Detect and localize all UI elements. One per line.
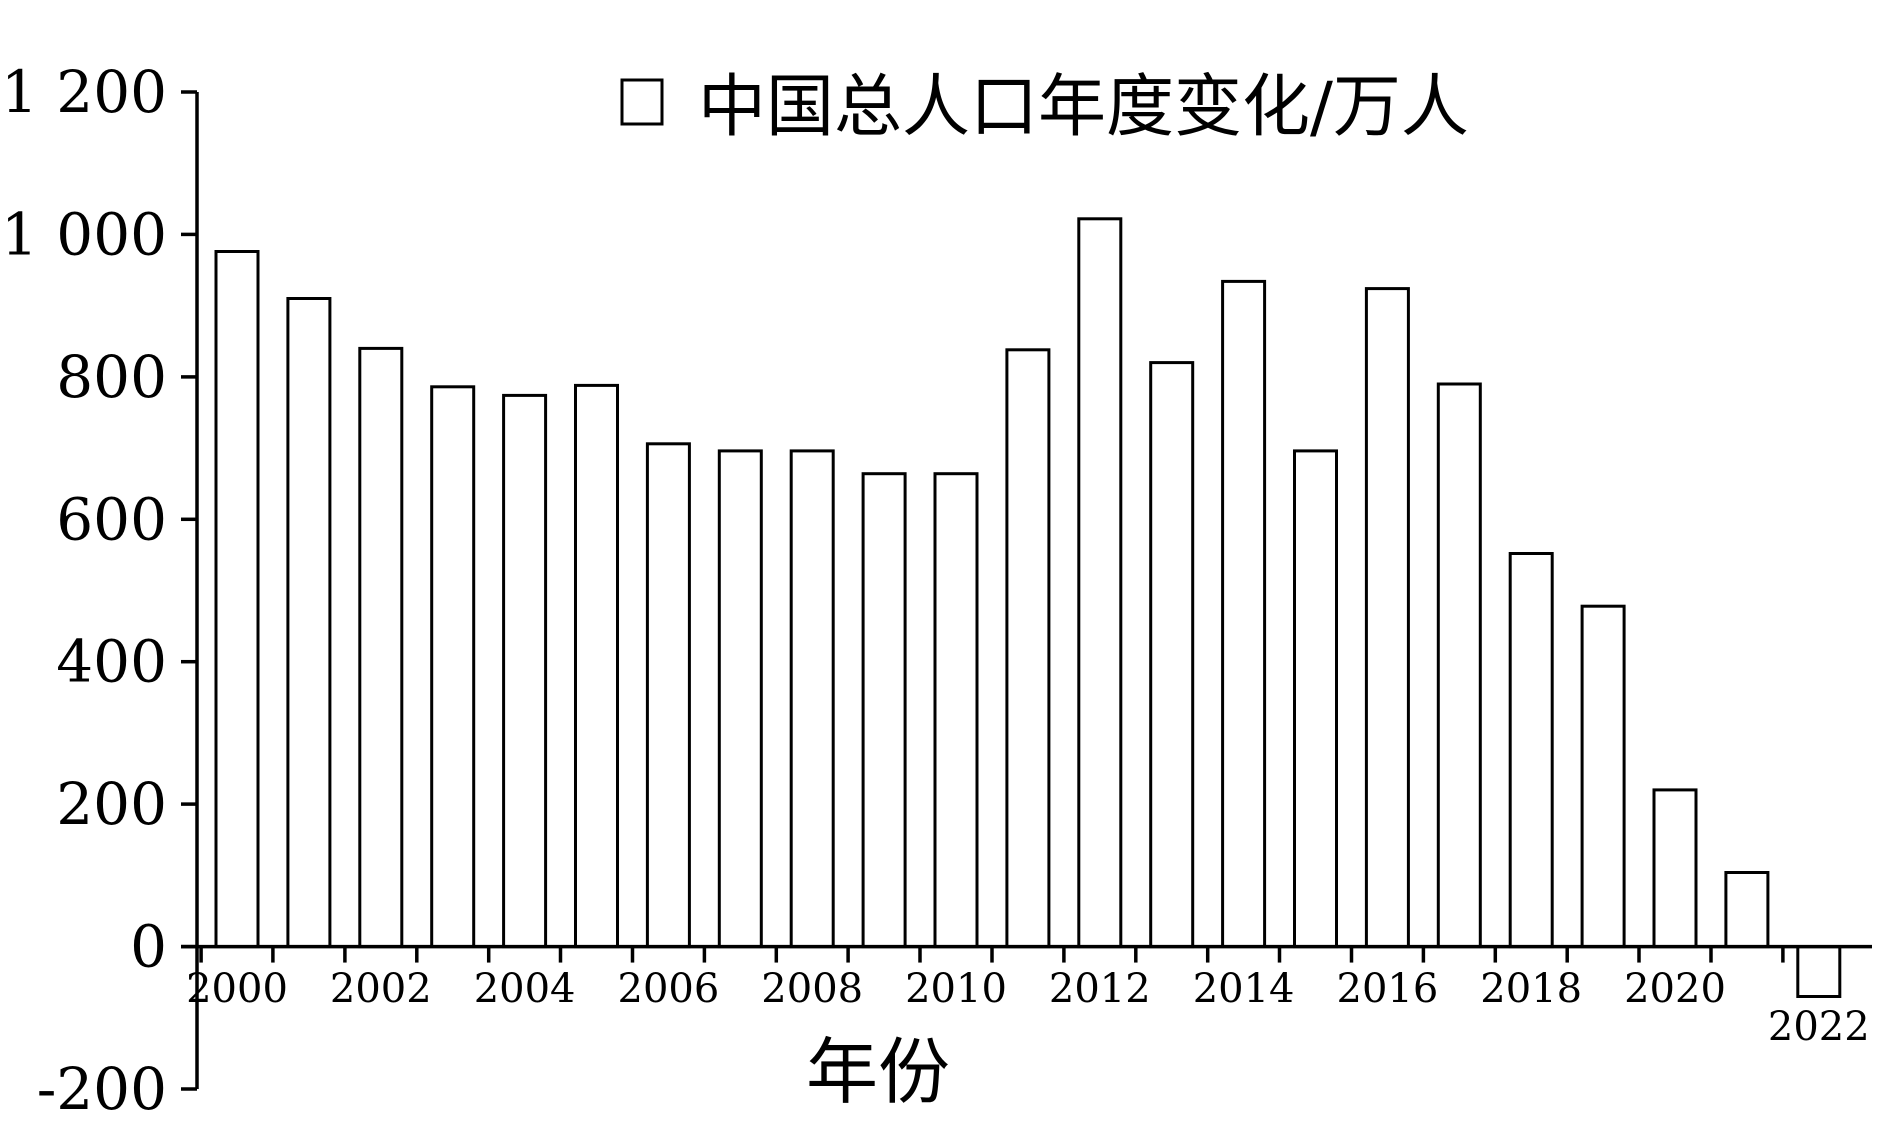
legend: 中国总人口年度变化/万人 [620, 68, 1469, 147]
y-ticks-group: -200 0 200 400 600 800 1 000 1 200 [1, 58, 197, 1123]
bar-2016 [1364, 287, 1410, 949]
bar-2004 [502, 393, 548, 949]
y-tick-label: 800 [56, 343, 167, 411]
bar-2011 [1005, 348, 1051, 949]
bar-2000 [214, 250, 260, 949]
bar-2020 [1652, 788, 1698, 949]
bar-2002 [358, 346, 404, 949]
y-tick-label: 600 [56, 485, 167, 553]
bar-2010 [933, 472, 979, 949]
legend-swatch [620, 78, 664, 126]
bar-2018 [1508, 552, 1554, 949]
bar-2007 [717, 449, 763, 949]
bar-2017 [1436, 382, 1482, 949]
bar-2021 [1724, 871, 1770, 949]
x-tick-label: 2016 [1337, 966, 1439, 1012]
x-tick-label: 2010 [905, 966, 1007, 1012]
x-tick-label: 2020 [1624, 966, 1726, 1012]
x-tick-label: 2014 [1193, 966, 1295, 1012]
bar-2022 [1796, 945, 1842, 998]
legend-label: 中国总人口年度变化/万人 [698, 68, 1469, 147]
x-tick-label: 2012 [1049, 966, 1151, 1012]
bar-2006 [645, 442, 691, 949]
bar-2014 [1221, 279, 1267, 948]
axes-group [181, 92, 1872, 1089]
y-tick-label: 200 [56, 770, 167, 838]
bar-2005 [574, 383, 619, 949]
bar-2015 [1293, 449, 1338, 949]
bar-2001 [286, 297, 332, 948]
y-tick-label: 400 [56, 628, 167, 696]
x-tick-label: 2008 [761, 966, 863, 1012]
x-tick-label: 2006 [618, 966, 720, 1012]
y-tick-label: -200 [37, 1055, 167, 1123]
x-axis-title: 年份 [806, 1030, 950, 1114]
x-tick-label: 2018 [1480, 966, 1582, 1012]
x-tick-label: 2004 [474, 966, 576, 1012]
bar-2013 [1149, 361, 1195, 949]
y-tick-label: 1 200 [1, 58, 167, 126]
bar-2019 [1580, 604, 1626, 949]
bar-2003 [430, 385, 476, 948]
bar-2009 [861, 472, 907, 949]
y-tick-label: 0 [130, 913, 167, 981]
x-tick-label: 2002 [330, 966, 432, 1012]
x-tick-label: 2000 [186, 966, 288, 1012]
x-ticks-group: 2000 2002 2004 2006 2008 2010 2012 2014 2016 2018… [186, 946, 1870, 1050]
bar-2008 [789, 449, 835, 949]
x-tick-label: 2022 [1768, 1004, 1870, 1050]
y-tick-label: 1 000 [1, 200, 167, 268]
bar-2012 [1077, 217, 1123, 949]
bars-group [214, 217, 1842, 998]
